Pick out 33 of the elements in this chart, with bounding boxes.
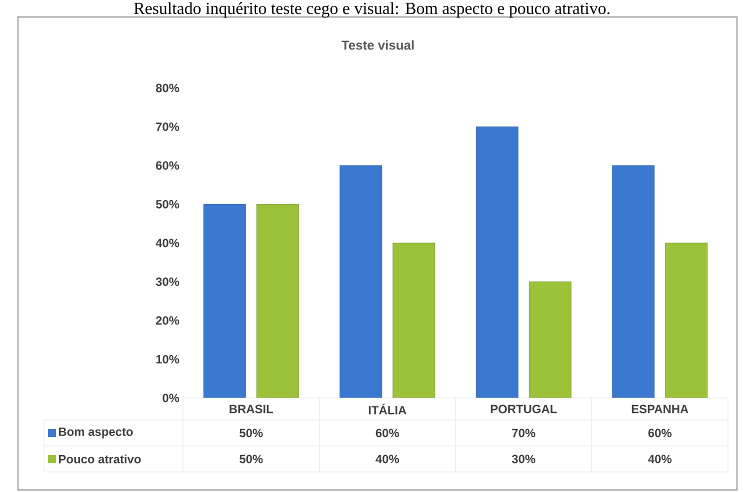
y-tick-label: 20% [156, 316, 180, 325]
bar [340, 165, 382, 398]
bar [476, 126, 518, 398]
data-label: 60% [376, 428, 400, 438]
bar [665, 242, 708, 398]
x-tick-label: ITÁLIA [368, 404, 406, 414]
y-tick-label: 10% [156, 355, 180, 364]
bar [256, 204, 299, 398]
y-tick-label: 30% [156, 278, 180, 286]
y-tick-label: 80% [156, 84, 180, 92]
bar [203, 204, 246, 398]
y-tick-label: 40% [156, 238, 180, 248]
y-tick-label: 70% [156, 122, 180, 131]
data-label: 50% [240, 428, 263, 438]
bar [392, 242, 436, 398]
data-label: 40% [648, 454, 672, 464]
data-label: 30% [512, 454, 536, 464]
x-tick-label: PORTUGAL [490, 404, 557, 414]
data-label: 50% [240, 454, 263, 464]
chart-title: Teste visual [342, 40, 414, 50]
y-tick-label: 60% [156, 161, 180, 170]
x-tick-label: ESPANHA [632, 404, 688, 414]
text: Resultado inquérito teste cego e visual: Bom aspecto e pouco atrativo. [134, 2, 610, 18]
data-label: 40% [376, 454, 400, 464]
y-tick-label: 0% [162, 394, 180, 402]
legend-label: Bom aspecto [59, 428, 133, 438]
legend-label: Pouco atrativo [59, 454, 141, 464]
bar [612, 165, 655, 398]
data-label: 70% [512, 428, 536, 438]
bar [528, 282, 572, 398]
data-label: 60% [648, 428, 672, 438]
y-tick-label: 50% [156, 200, 180, 208]
x-tick-label: BRASIL [230, 404, 274, 414]
